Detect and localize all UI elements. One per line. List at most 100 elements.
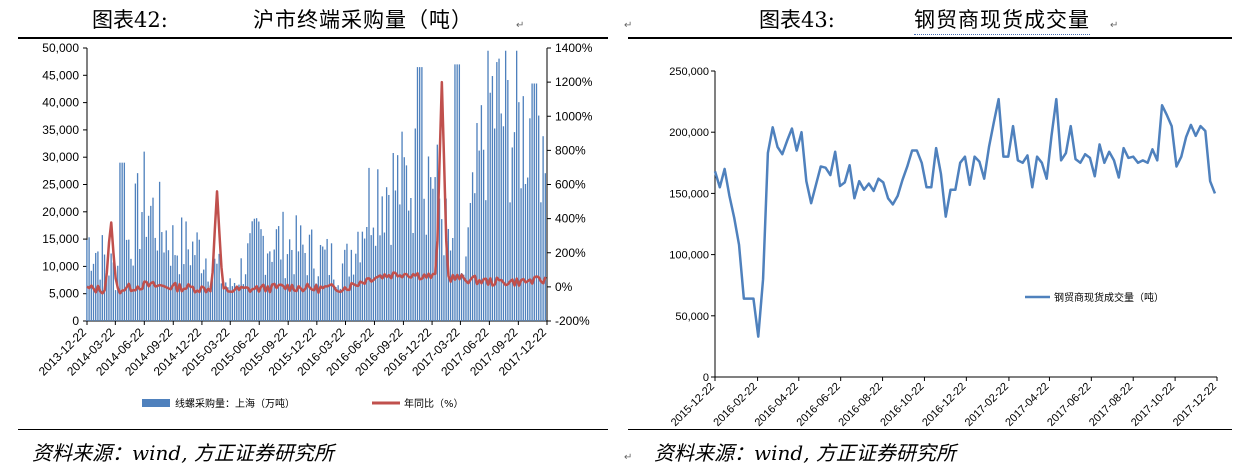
purchase-volume-bar	[136, 173, 139, 321]
purchase-volume-bar	[542, 136, 544, 321]
purchase-volume-bar	[117, 265, 119, 321]
left-source-rule	[18, 429, 608, 430]
purchase-volume-bar	[333, 279, 335, 321]
purchase-volume-bar	[463, 274, 465, 321]
y-left-tick-label: 5,000	[49, 287, 79, 301]
y-right-tick-label: 1400%	[555, 41, 593, 55]
purchase-volume-bar	[485, 200, 487, 321]
purchase-volume-bar	[392, 153, 394, 321]
purchase-volume-bar	[326, 238, 328, 321]
purchase-volume-bar	[112, 262, 114, 321]
purchase-volume-bar	[255, 218, 258, 321]
purchase-volume-bar	[460, 273, 463, 321]
purchase-volume-bar	[95, 252, 97, 321]
purchase-volume-bar	[469, 202, 472, 321]
purchase-volume-bar	[368, 167, 370, 321]
purchase-volume-bar	[434, 177, 436, 321]
y-right-tick-label: 800%	[555, 143, 586, 157]
purchase-volume-bar	[222, 281, 225, 321]
purchase-volume-bar	[535, 83, 538, 322]
purchase-volume-bar	[478, 150, 480, 321]
y-left-tick-label: 15,000	[42, 232, 79, 246]
purchase-volume-bar	[538, 115, 540, 321]
purchase-volume-bar	[139, 248, 141, 321]
purchase-volume-bar	[227, 287, 229, 321]
purchase-volume-bar	[427, 156, 430, 321]
purchase-volume-bar	[141, 212, 143, 321]
x-tick-label: 2017-06-22	[1045, 381, 1093, 429]
purchase-volume-bar	[377, 169, 379, 321]
purchase-volume-bar	[260, 229, 262, 321]
purchase-volume-bar	[108, 275, 110, 321]
purchase-volume-bar	[134, 183, 137, 321]
purchase-volume-bar	[452, 237, 454, 321]
purchase-volume-bar	[346, 243, 348, 321]
purchase-volume-bar	[445, 198, 447, 321]
x-tick-label: 2016-06-22	[795, 381, 843, 429]
purchase-volume-bar	[401, 131, 403, 321]
purchase-volume-bar	[275, 229, 278, 321]
purchase-volume-bar	[264, 274, 267, 321]
purchase-volume-bar	[216, 263, 218, 321]
purchase-volume-bar	[101, 235, 103, 321]
purchase-volume-bar	[220, 283, 222, 321]
purchase-volume-bar	[229, 278, 231, 321]
left-figure-panel: 图表42: 沪市终端采购量（吨） ↵ 0 5,000 10,000 15,000 20,…	[0, 0, 612, 468]
purchase-volume-bar	[203, 269, 205, 321]
purchase-volume-bar	[185, 221, 187, 321]
purchase-volume-bar	[328, 275, 330, 321]
purchase-volume-bar	[180, 217, 183, 321]
purchase-volume-bar	[502, 126, 505, 321]
purchase-volume-bar	[480, 105, 483, 321]
purchase-volume-bar	[258, 221, 260, 321]
y-right-tick-label: 600%	[555, 178, 586, 192]
purchase-volume-bar	[152, 197, 154, 321]
legend-line-label: 年同比（%）	[404, 397, 464, 410]
purchase-volume-bar	[249, 233, 251, 321]
right-figure-number: 图表43:	[759, 8, 835, 32]
purchase-volume-bar	[394, 190, 397, 321]
purchase-volume-bar	[211, 268, 214, 321]
right-title-rule	[628, 37, 1232, 39]
purchase-volume-bar	[308, 234, 311, 321]
purchase-volume-bar	[482, 149, 485, 321]
paragraph-mark-icon: ↵	[516, 20, 525, 31]
x-tick-label: 2017-08-22	[1087, 381, 1135, 429]
left-title-rule	[18, 37, 608, 39]
purchase-volume-bar	[465, 256, 467, 321]
purchase-volume-bar	[504, 50, 507, 321]
y-left-tick-label: 10,000	[42, 259, 79, 273]
x-tick-label: 2017-04-22	[1003, 381, 1051, 429]
purchase-volume-bar	[355, 253, 357, 321]
purchase-volume-bar	[348, 276, 350, 321]
x-tick-label: 2016-08-22	[836, 381, 884, 429]
purchase-volume-bar	[419, 67, 421, 321]
purchase-volume-bar	[352, 274, 355, 321]
left-figure-number: 图表42:	[92, 8, 168, 32]
left-source-note: 资料来源：wind, 方正证券研究所	[32, 441, 334, 465]
purchase-volume-bar	[524, 183, 527, 321]
purchase-volume-bar	[253, 218, 256, 321]
purchase-volume-bar	[518, 102, 520, 322]
purchase-volume-bar	[330, 243, 333, 321]
purchase-volume-bar	[337, 285, 339, 321]
purchase-volume-bar	[363, 238, 366, 321]
purchase-volume-bar	[458, 64, 461, 321]
purchase-volume-bar	[467, 227, 469, 321]
purchase-volume-bar	[430, 177, 432, 321]
purchase-volume-bar	[540, 202, 542, 321]
y-left-tick-label: 45,000	[42, 68, 79, 82]
right-source-rule	[628, 429, 1232, 430]
purchase-volume-bar	[200, 273, 203, 321]
purchase-volume-bar	[302, 244, 304, 321]
y-right-tick-label: 0%	[555, 280, 573, 294]
purchase-volume-bar	[269, 251, 271, 321]
y-left-tick-label: 30,000	[42, 150, 79, 164]
purchase-volume-bar	[143, 151, 145, 321]
purchase-volume-bar	[509, 202, 511, 321]
purchase-volume-bar	[491, 76, 494, 321]
y-tick-label: 50,000	[675, 311, 709, 323]
purchase-volume-bar	[240, 258, 242, 321]
legend-bar-label: 线螺采购量：上海（万吨）	[175, 397, 295, 410]
purchase-volume-bar	[471, 172, 474, 321]
